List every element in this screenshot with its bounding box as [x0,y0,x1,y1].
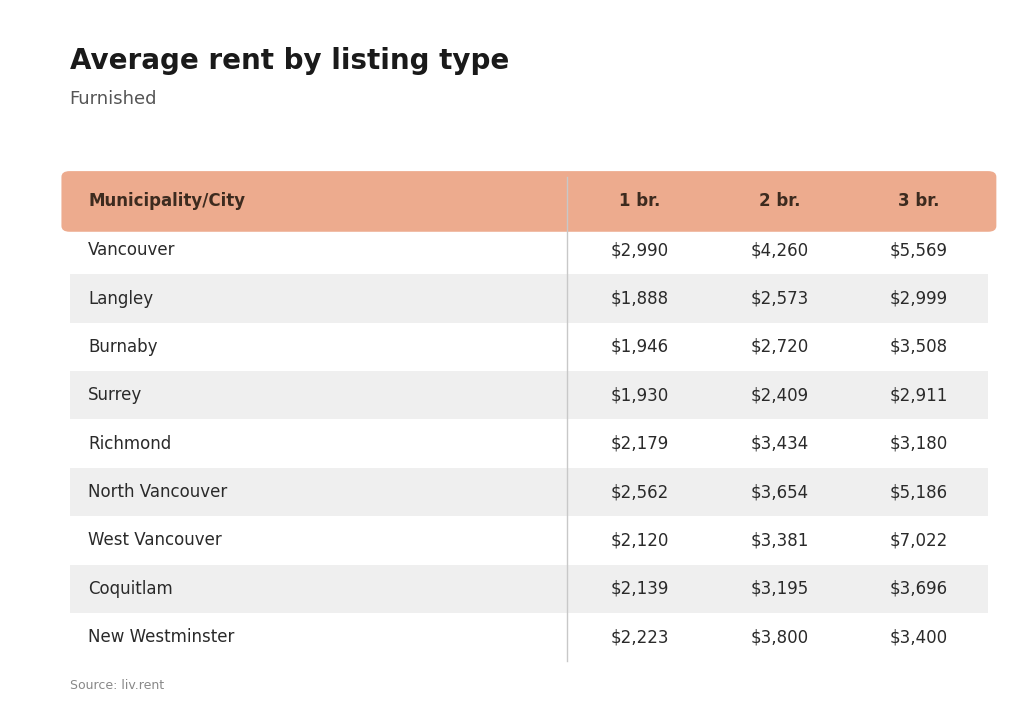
Text: North Vancouver: North Vancouver [88,483,227,501]
Text: $5,186: $5,186 [890,483,948,501]
Text: $2,409: $2,409 [751,386,809,404]
Text: $2,139: $2,139 [611,580,670,598]
Text: Coquitlam: Coquitlam [88,580,173,598]
Text: Average rent by listing type: Average rent by listing type [70,47,509,75]
Text: 3 br.: 3 br. [898,193,940,210]
Text: $2,720: $2,720 [751,338,809,356]
Text: $1,930: $1,930 [611,386,669,404]
Text: $3,696: $3,696 [890,580,948,598]
FancyBboxPatch shape [61,171,996,232]
Text: Vancouver: Vancouver [88,241,175,259]
Text: $3,800: $3,800 [751,628,809,646]
FancyBboxPatch shape [70,226,988,274]
FancyBboxPatch shape [70,323,988,371]
Text: 2 br.: 2 br. [759,193,801,210]
Text: $1,946: $1,946 [611,338,669,356]
Text: $1,888: $1,888 [611,290,669,308]
Text: West Vancouver: West Vancouver [88,531,222,549]
Text: $3,400: $3,400 [890,628,948,646]
Text: Source: liv.rent: Source: liv.rent [70,679,164,692]
FancyBboxPatch shape [70,371,988,419]
FancyBboxPatch shape [70,419,988,468]
Text: $2,120: $2,120 [611,531,670,549]
Text: $2,562: $2,562 [611,483,669,501]
Text: $2,911: $2,911 [890,386,948,404]
Text: $2,223: $2,223 [610,628,670,646]
FancyBboxPatch shape [70,613,988,661]
Text: $4,260: $4,260 [751,241,809,259]
FancyBboxPatch shape [70,565,988,613]
FancyBboxPatch shape [70,274,988,323]
Text: Richmond: Richmond [88,435,171,453]
Text: $3,434: $3,434 [751,435,809,453]
FancyBboxPatch shape [70,516,988,565]
Text: Burnaby: Burnaby [88,338,158,356]
Text: $7,022: $7,022 [890,531,948,549]
Text: $3,381: $3,381 [751,531,809,549]
Text: $2,990: $2,990 [611,241,669,259]
Text: $3,508: $3,508 [890,338,948,356]
FancyBboxPatch shape [70,468,988,516]
Text: New Westminster: New Westminster [88,628,234,646]
Text: Langley: Langley [88,290,154,308]
Text: Surrey: Surrey [88,386,142,404]
Text: $3,180: $3,180 [890,435,948,453]
Text: 1 br.: 1 br. [620,193,660,210]
Text: $2,573: $2,573 [751,290,809,308]
Text: Municipality/City: Municipality/City [88,193,245,210]
Text: $2,179: $2,179 [611,435,669,453]
Text: $3,195: $3,195 [751,580,809,598]
Text: $2,999: $2,999 [890,290,948,308]
Text: $3,654: $3,654 [751,483,809,501]
Text: $5,569: $5,569 [890,241,948,259]
Text: Furnished: Furnished [70,90,157,108]
